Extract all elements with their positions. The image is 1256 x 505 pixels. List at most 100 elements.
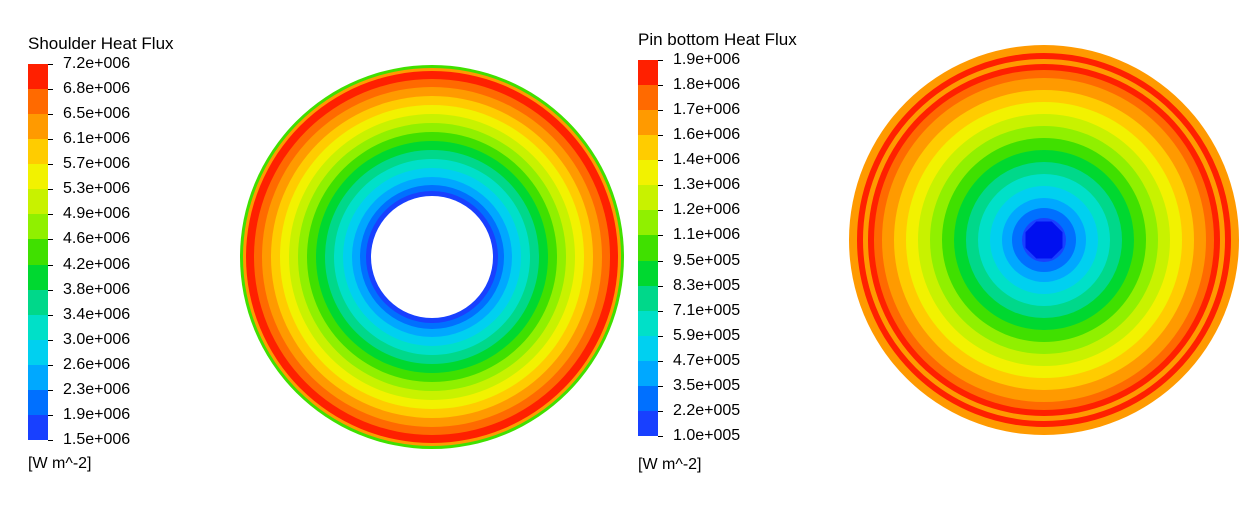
shoulder-colorbar: 7.2e+006 6.8e+006 6.5e+006 6.1e+006 5.7e+006… xyxy=(28,55,130,448)
colorbar-tick-label: 6.5e+006 xyxy=(63,105,131,123)
pin-colorbar: 1.9e+006 1.8e+006 1.7e+006 1.6e+006 1.4e+006… xyxy=(638,51,740,444)
colorbar-tick-label: 1.6e+006 xyxy=(673,126,741,144)
colorbar-swatch xyxy=(638,160,658,186)
colorbar-tick xyxy=(658,410,663,412)
colorbar-tick xyxy=(48,440,53,441)
colorbar-tick-label: 1.8e+006 xyxy=(673,76,741,94)
colorbar-tick-label: 6.8e+006 xyxy=(63,80,131,98)
center-hole xyxy=(371,196,493,318)
colorbar-tick-label: 3.0e+006 xyxy=(63,330,131,348)
colorbar-swatch xyxy=(638,285,658,312)
pin-unit: [W m^-2] xyxy=(638,456,702,473)
colorbar-tick xyxy=(658,160,663,162)
colorbar-tick xyxy=(48,314,53,316)
colorbar-tick xyxy=(658,260,663,262)
colorbar-swatch xyxy=(638,310,658,337)
colorbar-swatch xyxy=(28,189,48,215)
colorbar-tick-label: 2.6e+006 xyxy=(63,355,131,373)
colorbar-tick xyxy=(48,339,53,341)
colorbar-tick-label: 1.0e+005 xyxy=(673,427,741,444)
colorbar-tick xyxy=(658,385,663,387)
colorbar-tick xyxy=(48,214,53,216)
colorbar-swatch xyxy=(28,214,48,240)
colorbar-tick xyxy=(658,135,663,137)
colorbar-tick-label: 4.2e+006 xyxy=(63,255,131,273)
colorbar-tick-label: 7.2e+006 xyxy=(63,55,131,72)
shoulder-unit: [W m^-2] xyxy=(28,455,92,472)
colorbar-swatch xyxy=(638,135,658,161)
colorbar-tick-label: 1.4e+006 xyxy=(673,151,741,169)
colorbar-tick-label: 5.9e+005 xyxy=(673,326,741,344)
colorbar-tick xyxy=(658,335,663,337)
colorbar-tick xyxy=(658,185,663,187)
colorbar-tick xyxy=(48,364,53,366)
colorbar-swatch xyxy=(28,264,48,291)
colorbar-tick xyxy=(48,389,53,391)
colorbar-swatch xyxy=(28,89,48,115)
colorbar-tick xyxy=(48,139,53,141)
colorbar-tick xyxy=(48,189,53,191)
colorbar-tick xyxy=(48,164,53,166)
colorbar-swatch xyxy=(28,414,48,441)
colorbar-swatch xyxy=(28,164,48,190)
colorbar-tick xyxy=(658,60,663,61)
colorbar-swatch xyxy=(28,289,48,316)
colorbar-swatch xyxy=(638,185,658,211)
colorbar-tick xyxy=(658,360,663,362)
colorbar-tick xyxy=(48,264,53,266)
colorbar-swatch xyxy=(638,335,658,362)
colorbar-tick-label: 1.1e+006 xyxy=(673,226,741,244)
colorbar-swatch xyxy=(638,410,658,437)
colorbar-swatch xyxy=(28,339,48,366)
colorbar-tick-label: 2.2e+005 xyxy=(673,401,741,419)
colorbar-tick-label: 1.9e+006 xyxy=(63,405,131,423)
colorbar-swatch xyxy=(638,110,658,136)
colorbar-tick-label: 5.7e+006 xyxy=(63,155,131,173)
colorbar-tick-label: 1.9e+006 xyxy=(673,51,741,68)
colorbar-tick xyxy=(48,64,53,65)
colorbar-tick-label: 1.7e+006 xyxy=(673,101,741,119)
colorbar-tick-label: 3.5e+005 xyxy=(673,376,741,394)
colorbar-tick xyxy=(48,89,53,91)
colorbar-swatch xyxy=(28,389,48,416)
colorbar-swatch xyxy=(638,210,658,236)
colorbar-tick xyxy=(658,110,663,112)
colorbar-swatch xyxy=(638,85,658,111)
colorbar-tick-label: 7.1e+005 xyxy=(673,301,741,319)
colorbar-tick-label: 5.3e+006 xyxy=(63,180,131,198)
pin-title: Pin bottom Heat Flux xyxy=(638,30,797,49)
colorbar-tick-label: 4.6e+006 xyxy=(63,230,131,248)
colorbar-swatch xyxy=(638,60,658,86)
colorbar-tick-label: 4.9e+006 xyxy=(63,205,131,223)
colorbar-tick-label: 3.4e+006 xyxy=(63,305,131,323)
colorbar-swatch xyxy=(28,114,48,140)
colorbar-tick xyxy=(48,289,53,291)
center-minimum xyxy=(1025,221,1063,259)
colorbar-tick-label: 1.2e+006 xyxy=(673,201,741,219)
colorbar-tick xyxy=(48,239,53,241)
outer-ring xyxy=(857,53,1231,427)
colorbar-swatch xyxy=(638,235,658,262)
colorbar-swatch xyxy=(28,314,48,341)
colorbar-swatch xyxy=(638,260,658,287)
colorbar-tick xyxy=(658,235,663,237)
colorbar-swatch xyxy=(638,385,658,412)
colorbar-tick xyxy=(658,210,663,212)
colorbar-tick-label: 1.3e+006 xyxy=(673,176,741,194)
colorbar-tick-label: 6.1e+006 xyxy=(63,130,131,148)
colorbar-tick-label: 8.3e+005 xyxy=(673,276,741,294)
colorbar-tick xyxy=(48,114,53,116)
shoulder-title: Shoulder Heat Flux xyxy=(28,34,174,53)
colorbar-tick xyxy=(658,310,663,312)
colorbar-swatch xyxy=(28,364,48,391)
colorbar-swatch xyxy=(638,360,658,387)
colorbar-tick xyxy=(658,285,663,287)
colorbar-tick xyxy=(48,414,53,416)
colorbar-swatch xyxy=(28,64,48,90)
colorbar-swatch xyxy=(28,139,48,165)
colorbar-tick-label: 3.8e+006 xyxy=(63,280,131,298)
colorbar-tick-label: 4.7e+005 xyxy=(673,351,741,369)
colorbar-tick-label: 2.3e+006 xyxy=(63,380,131,398)
